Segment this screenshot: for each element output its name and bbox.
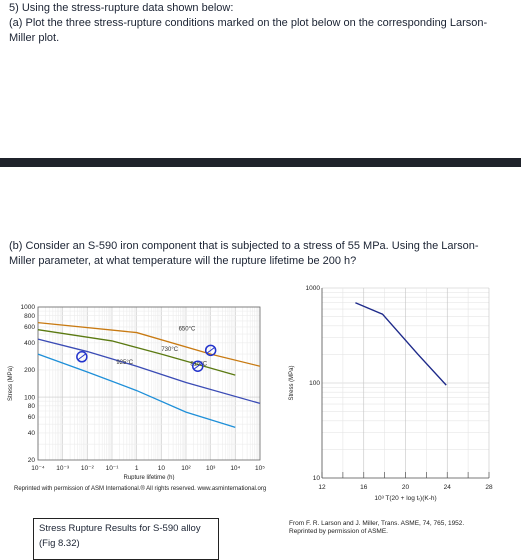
x-tick-label: 10⁵ <box>255 465 265 472</box>
x-tick-label: 20 <box>402 484 410 491</box>
series-label-925: 925°C <box>116 360 133 366</box>
x-tick-label: 16 <box>360 484 368 491</box>
series-label-730: 730°C <box>161 347 178 353</box>
marked-point-2 <box>192 360 204 372</box>
series-line-1 <box>37 329 236 376</box>
marked-point-slash <box>77 353 87 361</box>
y-tick-label: 40 <box>28 430 36 437</box>
question-5a-text: (a) Plot the three stress-rupture condit… <box>9 17 488 44</box>
y-tick-label: 100 <box>24 394 35 401</box>
y-tick-label: 100 <box>309 380 320 387</box>
x-tick-label: 10⁴ <box>230 465 240 472</box>
stress-rupture-chart: 10⁻⁴ 10⁻³ 10⁻² 10⁻¹ 1 10 10² 10³ 10⁴ 10⁵ 1000 800 60… <box>8 304 265 480</box>
lm-curve-0 <box>355 302 447 386</box>
y-tick-label: 600 <box>24 324 35 331</box>
series-line-2 <box>37 338 261 405</box>
x-tick-label: 10⁻³ <box>56 465 70 472</box>
question-5-title: 5) Using the stress-rupture data shown b… <box>9 2 234 14</box>
x-tick-label: 10² <box>181 465 191 472</box>
series-label-650: 650°C <box>179 327 196 333</box>
larson-miller-chart: 12 16 20 24 28 1000 100 10 10³ T(20 + log tᵣ)(K-… <box>289 285 493 502</box>
marked-point-slash <box>193 362 203 370</box>
results-table: Stress Rupture Results for S-590 alloy (… <box>33 518 219 560</box>
larson-miller-credit: From F. R. Larson and J. Miller, Trans. … <box>289 520 465 535</box>
x-tick-label: 28 <box>485 484 493 491</box>
table-subtitle: (Fig 8.32) <box>39 538 80 549</box>
plot-frame <box>37 306 261 461</box>
x-tick-label: 10⁻² <box>81 465 95 472</box>
y-tick-label: 1000 <box>306 285 321 292</box>
x-axis-label: 10³ T(20 + log tᵣ)(K-h) <box>374 495 436 502</box>
y-tick-label: 200 <box>24 367 35 374</box>
marked-point-0 <box>76 351 88 363</box>
x-tick-label: 10³ <box>206 465 216 472</box>
y-tick-label: 80 <box>28 403 36 410</box>
x-tick-label: 10⁻¹ <box>106 465 120 472</box>
x-tick-label: 10 <box>158 465 166 472</box>
x-tick-label: 24 <box>444 484 452 491</box>
y-tick-label: 10 <box>313 475 321 482</box>
y-axis-label: Stress (MPa) <box>8 366 14 401</box>
section-divider <box>0 158 521 167</box>
series-line-0 <box>37 322 261 367</box>
marked-point-1 <box>204 344 217 357</box>
y-tick-label: 800 <box>24 313 35 320</box>
y-tick-label: 20 <box>28 457 36 464</box>
question-b-text: (b) Consider an S-590 iron component tha… <box>9 240 479 267</box>
x-tick-label: 12 <box>318 484 326 491</box>
x-tick-label: 10⁻⁴ <box>31 465 45 472</box>
y-tick-label: 60 <box>28 414 36 421</box>
y-tick-label: 1000 <box>21 304 36 311</box>
y-tick-label: 400 <box>24 340 35 347</box>
stress-rupture-credit: Reprinted with permission of ASM Interna… <box>14 486 267 492</box>
marked-point-slash <box>206 346 215 354</box>
y-axis-label: Stress (MPa) <box>289 365 295 400</box>
series-line-3 <box>37 353 236 429</box>
table-title: Stress Rupture Results for S-590 alloy <box>39 523 201 534</box>
x-axis-label: Rupture lifetime (h) <box>123 475 174 480</box>
x-tick-label: 1 <box>135 465 139 472</box>
